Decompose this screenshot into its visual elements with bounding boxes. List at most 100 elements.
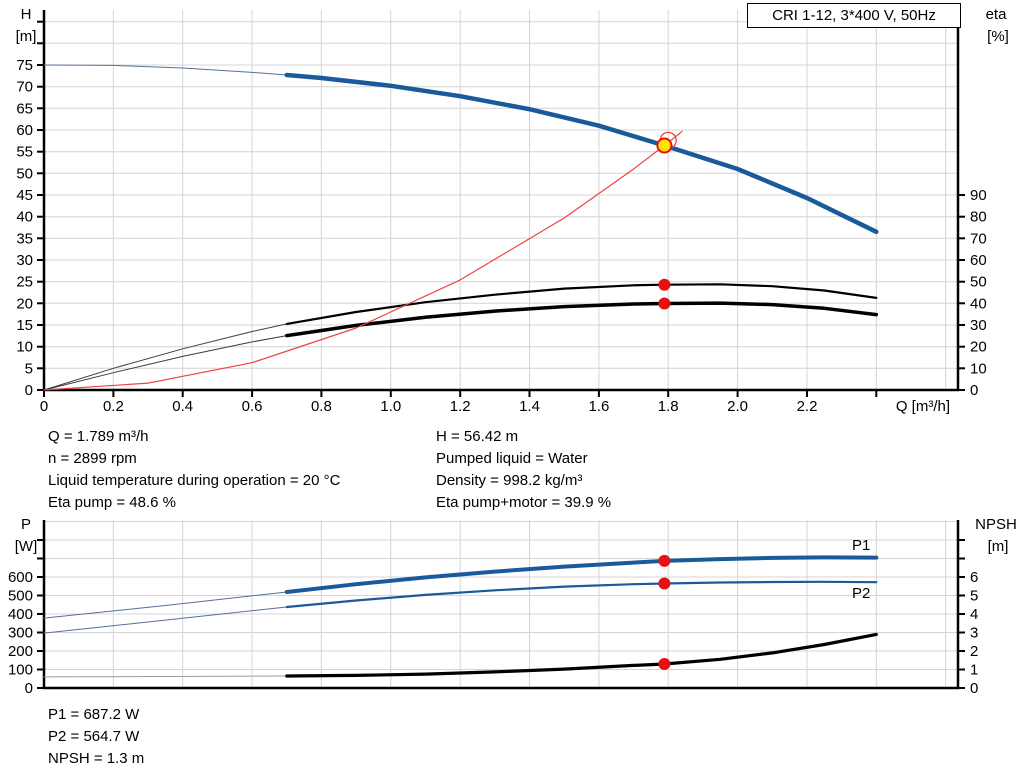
- info-liquid-temperature: Liquid temperature during operation = 20…: [48, 472, 341, 489]
- right-tick-label: 1: [970, 662, 978, 679]
- x-tick-label: 1.4: [519, 398, 540, 415]
- right-tick-label: 0: [970, 680, 978, 697]
- x-tick-label: 0.4: [172, 398, 193, 415]
- x-tick-label: 1.6: [588, 398, 609, 415]
- eta-pump-motor-curve: [285, 301, 879, 338]
- system-curve: [43, 130, 683, 391]
- left-axis-title: P: [21, 516, 31, 533]
- left-tick-label: 100: [8, 662, 33, 679]
- right-axis-unit: [%]: [987, 28, 1009, 45]
- h-curve: [284, 72, 879, 235]
- right-tick-label: 4: [970, 606, 978, 623]
- left-tick-label: 600: [8, 569, 33, 586]
- left-tick-label: 45: [16, 187, 33, 204]
- right-tick-label: 20: [970, 339, 987, 356]
- x-tick-label: 1.8: [658, 398, 679, 415]
- left-tick-label: 30: [16, 252, 33, 269]
- x-axis-title: Q [m³/h]: [896, 398, 950, 415]
- left-tick-label: 60: [16, 122, 33, 139]
- left-tick-label: 15: [16, 317, 33, 334]
- pump-title-label: CRI 1-12, 3*400 V, 50Hz: [772, 7, 936, 24]
- p2-duty-dot: [658, 577, 671, 590]
- x-tick-label: 0: [40, 398, 48, 415]
- left-tick-label: 25: [16, 274, 33, 291]
- right-tick-label: 0: [970, 382, 978, 399]
- right-tick-label: 30: [970, 317, 987, 334]
- left-tick-label: 55: [16, 144, 33, 161]
- x-tick-label: 0.6: [242, 398, 263, 415]
- x-tick-label: 1.2: [450, 398, 471, 415]
- right-tick-label: 90: [970, 187, 987, 204]
- right-tick-label: 40: [970, 295, 987, 312]
- info-npsh: NPSH = 1.3 m: [48, 750, 145, 767]
- p2-curve: [285, 580, 878, 609]
- npsh-duty-dot: [658, 658, 671, 670]
- p1-curve: [284, 555, 879, 594]
- info-eta-pump: Eta pump = 48.6 %: [48, 494, 176, 511]
- left-tick-label: 500: [8, 588, 33, 605]
- right-tick-label: 6: [970, 569, 978, 586]
- left-tick-label: 65: [16, 100, 33, 117]
- eta-pump-duty-dot: [658, 278, 671, 291]
- p1-curve-extension: [43, 591, 288, 619]
- duty-info-right: H = 56.42 m Pumped liquid = Water Densit…: [436, 426, 611, 514]
- left-tick-label: 400: [8, 606, 33, 623]
- right-tick-label: 50: [970, 274, 987, 291]
- p2-curve-label: P2: [852, 585, 870, 602]
- left-axis-unit: [m]: [16, 28, 37, 45]
- info-head: H = 56.42 m: [436, 428, 519, 445]
- left-tick-label: 75: [16, 57, 33, 74]
- eta-pump-motor-extension: [43, 335, 288, 391]
- left-tick-label: 0: [25, 680, 33, 697]
- x-tick-label: 0.8: [311, 398, 332, 415]
- right-axis-title: NPSH: [975, 516, 1017, 533]
- x-tick-label: 2.2: [797, 398, 818, 415]
- x-tick-label: 1.0: [380, 398, 401, 415]
- eta-pump-motor-duty-dot: [658, 297, 671, 310]
- left-tick-label: 10: [16, 339, 33, 356]
- right-tick-label: 2: [970, 643, 978, 660]
- operating-point[interactable]: [656, 137, 673, 154]
- duty-info-left: Q = 1.789 m³/h n = 2899 rpm Liquid tempe…: [48, 426, 340, 514]
- npsh-curve-extension: [43, 675, 288, 678]
- right-tick-label: 3: [970, 625, 978, 642]
- info-speed: n = 2899 rpm: [48, 450, 137, 467]
- x-tick-label: 2.0: [727, 398, 748, 415]
- right-tick-label: 70: [970, 230, 987, 247]
- left-tick-label: 70: [16, 79, 33, 96]
- left-tick-label: 50: [16, 165, 33, 182]
- right-tick-label: 80: [970, 209, 987, 226]
- left-tick-label: 300: [8, 625, 33, 642]
- eta-pump-extension: [43, 323, 288, 391]
- h-curve-extension: [43, 64, 288, 76]
- left-tick-label: 35: [16, 230, 33, 247]
- right-axis-title: eta: [986, 6, 1008, 23]
- info-density: Density = 998.2 kg/m³: [436, 472, 583, 489]
- right-tick-label: 5: [970, 588, 978, 605]
- info-flow: Q = 1.789 m³/h: [48, 428, 149, 445]
- power-info: P1 = 687.2 W P2 = 564.7 W NPSH = 1.3 m: [48, 704, 144, 770]
- npsh-curve: [285, 632, 878, 678]
- info-p2: P2 = 564.7 W: [48, 728, 140, 745]
- power-npsh-chart: 01002003004005006000123456P[W]NPSH[m]P1P…: [8, 516, 1017, 697]
- left-axis-unit: [W]: [15, 538, 38, 555]
- x-tick-label: 0.2: [103, 398, 124, 415]
- left-tick-label: 5: [25, 360, 33, 377]
- right-axis-unit: [m]: [988, 538, 1009, 555]
- info-pumped-liquid: Pumped liquid = Water: [436, 450, 588, 467]
- right-tick-label: 60: [970, 252, 987, 269]
- info-eta-pump-motor: Eta pump+motor = 39.9 %: [436, 494, 612, 511]
- p1-curve-label: P1: [852, 537, 870, 554]
- eta-pump-curve: [285, 283, 878, 325]
- left-tick-label: 0: [25, 382, 33, 399]
- p1-duty-dot: [658, 554, 671, 567]
- head-efficiency-chart: 0 0.2 0.4 0.6 0.8 1.0 1.2 1.4 1.6 1.8 2.0 2.2 0 5 10 15…: [16, 6, 1009, 415]
- info-p1: P1 = 687.2 W: [48, 706, 140, 723]
- p2-curve-extension: [43, 606, 288, 634]
- left-tick-label: 200: [8, 643, 33, 660]
- left-tick-label: 40: [16, 209, 33, 226]
- left-tick-label: 20: [16, 295, 33, 312]
- left-axis-title: H: [21, 6, 32, 23]
- right-tick-label: 10: [970, 360, 987, 377]
